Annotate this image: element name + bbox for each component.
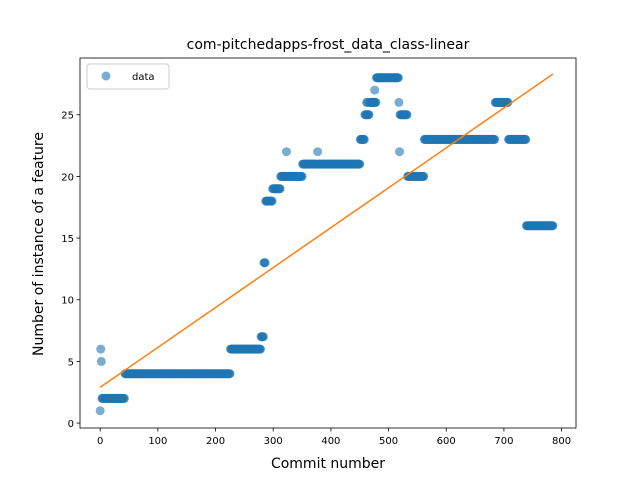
data-point [256, 344, 266, 354]
x-tick-label: 100 [148, 436, 167, 447]
data-point [96, 344, 106, 354]
data-point [260, 258, 270, 268]
data-point [521, 134, 531, 144]
data-point [393, 73, 403, 83]
legend: data [86, 63, 170, 90]
y-tick-label: 10 [61, 296, 74, 307]
x-axis-ticks: 0 100 200 300 400 500 600 700 800 [97, 428, 571, 447]
data-point [359, 134, 369, 144]
x-tick-label: 200 [206, 436, 225, 447]
y-axis-label: Number of instance of a feature [31, 132, 47, 356]
x-axis-label: Commit number [271, 456, 385, 472]
data-point [258, 332, 268, 342]
legend-frame [86, 63, 170, 90]
x-tick-label: 500 [379, 436, 398, 447]
data-point [402, 110, 412, 120]
y-tick-label: 25 [61, 111, 74, 122]
x-tick-label: 0 [97, 436, 103, 447]
y-tick-label: 5 [68, 357, 74, 368]
data-point [370, 85, 380, 95]
legend-marker [101, 71, 111, 81]
data-point [548, 221, 558, 231]
data-point [355, 159, 365, 169]
data-point [95, 406, 105, 416]
data-point [281, 147, 291, 157]
data-point [395, 147, 405, 157]
data-point [394, 97, 404, 107]
axes-frame [79, 57, 577, 429]
x-tick-label: 700 [494, 436, 513, 447]
y-tick-label: 20 [61, 172, 74, 183]
x-tick-label: 300 [264, 436, 283, 447]
x-tick-label: 800 [552, 436, 571, 447]
data-point [225, 369, 235, 379]
data-point [490, 134, 500, 144]
legend-label: data [132, 72, 155, 83]
data-point [119, 393, 129, 403]
data-point [419, 171, 429, 181]
data-point [371, 97, 381, 107]
data-point [267, 196, 277, 206]
plot-area [79, 57, 577, 429]
data-point [364, 110, 374, 120]
data-point [96, 356, 106, 366]
y-axis-ticks: 0 5 10 15 20 25 [61, 111, 80, 430]
fit-line [99, 73, 554, 388]
y-tick-label: 0 [68, 419, 74, 430]
x-tick-label: 400 [321, 436, 340, 447]
y-tick-label: 15 [61, 234, 74, 245]
data-point [313, 147, 323, 157]
data-point [503, 97, 513, 107]
x-tick-label: 600 [437, 436, 456, 447]
data-point [297, 171, 307, 181]
data-point [275, 184, 285, 194]
chart-title: com-pitchedapps-frost_data_class-linear [187, 37, 470, 53]
